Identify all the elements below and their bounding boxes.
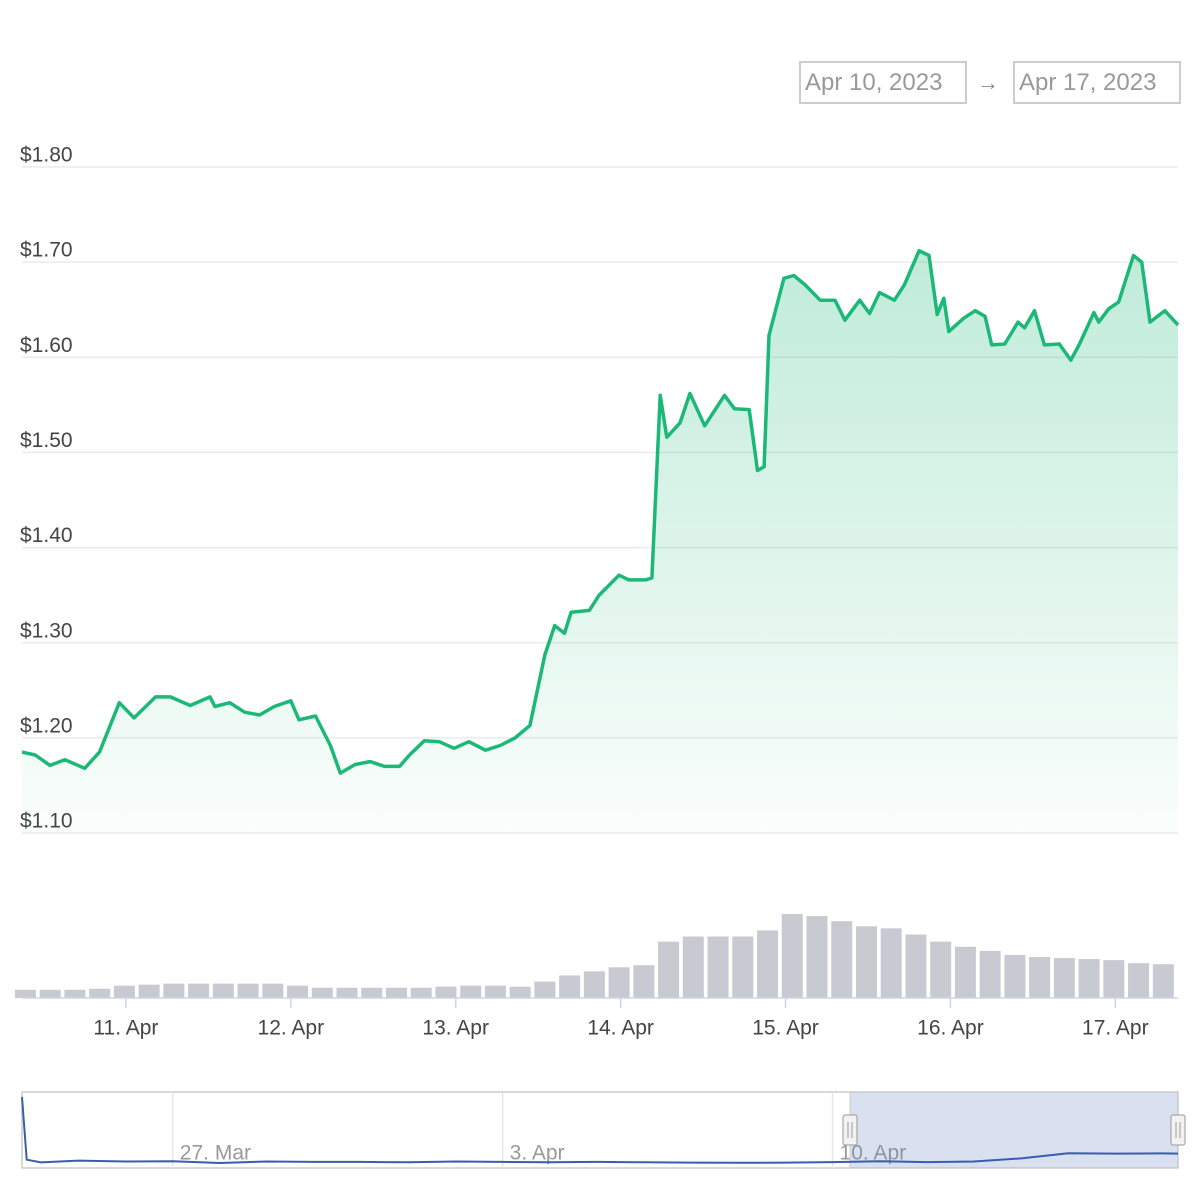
y-tick-label: $1.50 (20, 429, 73, 452)
volume-bar (311, 987, 333, 998)
volume-bar (1078, 959, 1100, 998)
date-separator: → (977, 70, 999, 95)
x-tick-label: 11. Apr (93, 1017, 158, 1040)
volume-bar (262, 983, 284, 998)
navigator-handle[interactable] (842, 1114, 858, 1146)
volume-bar (163, 983, 185, 998)
y-tick-label: $1.70 (20, 239, 73, 262)
x-tick-label: 14. Apr (587, 1017, 654, 1040)
volume-bar (237, 983, 259, 998)
y-tick-label: $1.60 (20, 334, 73, 357)
volume-bar (831, 921, 853, 998)
x-tick-label: 12. Apr (258, 1017, 325, 1040)
volume-bar (188, 983, 210, 998)
price-line (21, 248, 1180, 775)
volume-bar (707, 936, 729, 998)
volume-bar (336, 987, 358, 998)
volume-bar (757, 930, 779, 998)
volume-bar (64, 989, 86, 998)
volume-bar (410, 987, 432, 998)
volume-bar (1152, 964, 1174, 998)
y-tick-label: $1.20 (20, 714, 73, 737)
volume-bar (979, 950, 1001, 998)
volume-bar (138, 984, 160, 998)
navigator-handle[interactable] (1170, 1114, 1186, 1146)
volume-bar (509, 986, 531, 998)
volume-bar (89, 988, 111, 998)
volume-bar (113, 985, 135, 998)
navigator-tick-label: 10. Apr (840, 1142, 907, 1165)
volume-bar (1029, 957, 1051, 998)
x-tick-label: 13. Apr (422, 1017, 489, 1040)
volume-bar (781, 914, 803, 998)
price-area (22, 250, 1178, 833)
y-tick-label: $1.80 (20, 144, 73, 167)
volume-bar (1004, 954, 1026, 998)
volume-bar (1103, 960, 1125, 998)
navigator-line (21, 1096, 1179, 1165)
date-from-input[interactable]: Apr 10, 2023 (799, 61, 967, 104)
x-tick-label: 17. Apr (1082, 1017, 1149, 1040)
volume-bar (855, 926, 877, 998)
volume-bar (212, 983, 234, 998)
date-to-input[interactable]: Apr 17, 2023 (1013, 61, 1181, 104)
navigator-selection (849, 1091, 1179, 1169)
volume-bar (583, 971, 605, 998)
volume-bar (682, 936, 704, 998)
volume-bar (460, 985, 482, 998)
volume-bar (361, 987, 383, 998)
volume-bar (954, 946, 976, 998)
x-tick-label: 15. Apr (752, 1017, 819, 1040)
volume-bar (484, 985, 506, 998)
volume-bar (39, 989, 61, 998)
volume-bar (608, 967, 630, 998)
volume-bar (287, 985, 309, 998)
y-tick-label: $1.40 (20, 524, 73, 547)
x-tick-label: 16. Apr (917, 1017, 984, 1040)
volume-bar (732, 936, 754, 998)
y-tick-label: $1.30 (20, 619, 73, 642)
volume-bar (534, 981, 556, 998)
volume-bar (1053, 958, 1075, 998)
navigator-tick-label: 27. Mar (180, 1142, 251, 1165)
volume-bar (633, 965, 655, 998)
volume-bar (385, 987, 407, 998)
volume-bar (658, 941, 680, 998)
volume-bar (435, 986, 457, 998)
volume-bar (559, 975, 581, 998)
volume-bar (806, 916, 828, 998)
volume-bar (1128, 963, 1150, 998)
volume-bar (880, 928, 902, 998)
navigator-tick-label: 3. Apr (510, 1142, 565, 1165)
volume-bar (905, 934, 927, 998)
volume-bar (14, 989, 36, 998)
volume-bar (930, 941, 952, 998)
